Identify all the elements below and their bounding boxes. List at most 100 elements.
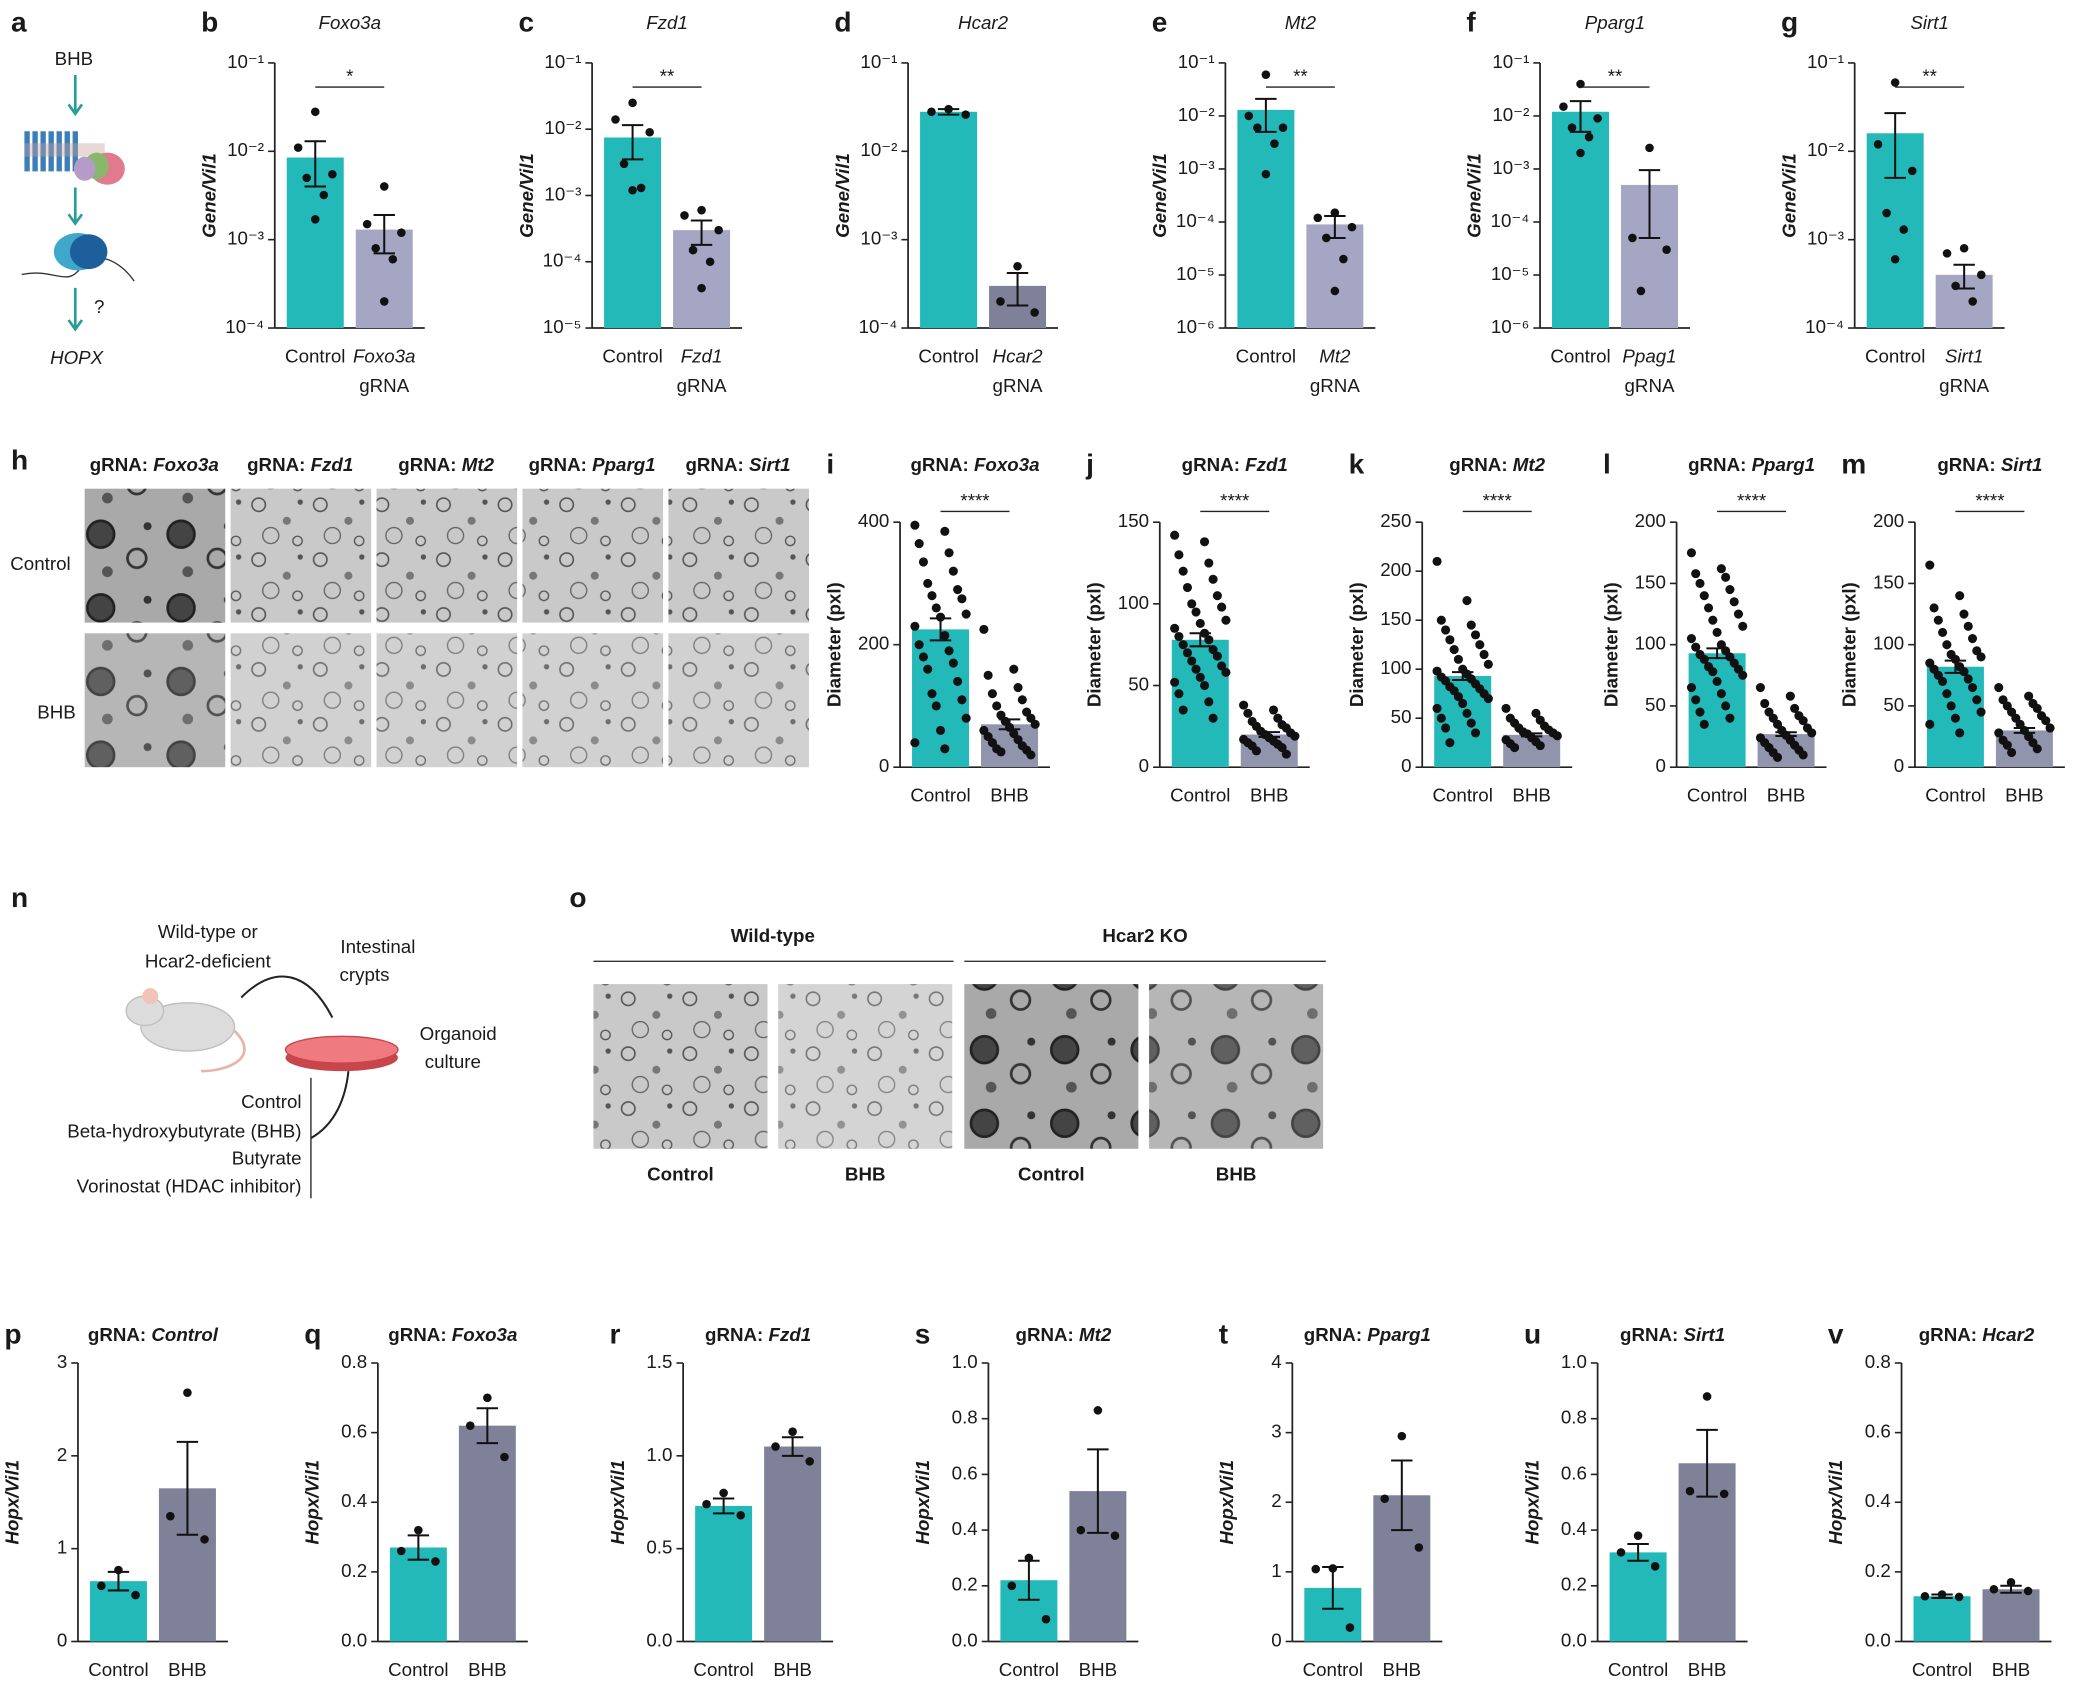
data-point: [2032, 703, 2042, 713]
y-axis-label: Hopx/Vil1: [607, 1460, 628, 1545]
panel-letter: g: [1781, 7, 1798, 38]
bar: [458, 1425, 516, 1642]
chart: e Mt2 Gene/Vil1 10⁻¹ 10⁻² 10⁻³ 10⁻⁴ 10⁻⁵ 10⁻⁶ Con…: [1149, 7, 1376, 396]
x-tick-label: BHB: [168, 1659, 207, 1680]
title-gene: Pparg1: [1367, 1324, 1431, 1345]
y-tick-label: 4: [1271, 1351, 1281, 1372]
arrow: [240, 975, 334, 1019]
organoid-image: [668, 488, 809, 623]
data-point: [1942, 249, 1952, 258]
y-tick-label: 100: [1380, 657, 1411, 678]
data-point: [940, 744, 950, 754]
x-tick-label: Control: [918, 345, 978, 366]
data-point: [944, 104, 953, 114]
significance-label: **: [1608, 66, 1623, 87]
data-point: [1191, 607, 1201, 617]
panel-letter: v: [1828, 1319, 1844, 1350]
data-point: [1445, 635, 1455, 645]
title-prefix: gRNA:: [388, 1324, 446, 1345]
data-point: [1950, 654, 1960, 664]
data-point: [918, 652, 928, 662]
panel-letter: t: [1219, 1319, 1229, 1350]
organoid-image: [522, 488, 664, 623]
x-tick-label: Sirt1: [1945, 345, 1984, 366]
header-gene: Mt2: [462, 454, 495, 475]
data-point: [319, 190, 329, 200]
organoid-image: [376, 633, 518, 768]
data-point: [628, 185, 637, 195]
data-point: [1716, 564, 1726, 574]
x-tick-label: Control: [999, 1659, 1059, 1680]
x-tick-label: gRNA: [1310, 375, 1360, 396]
x-tick-label: Control: [1303, 1659, 1363, 1680]
y-tick-label: 10⁻⁴: [543, 250, 582, 271]
title-gene: Foxo3a: [974, 454, 1040, 475]
data-point: [1453, 654, 1463, 664]
data-point: [1959, 609, 1969, 619]
y-axis-label: Hopx/Vil1: [1521, 1460, 1542, 1545]
data-point: [1013, 683, 1023, 693]
row-label: Control: [10, 553, 70, 574]
error-bar: [373, 214, 395, 255]
y-tick-label: 10⁻²: [860, 139, 897, 160]
y-tick-label: 0.8: [1561, 1407, 1587, 1428]
data-point: [987, 689, 997, 699]
data-point: [1685, 1486, 1695, 1496]
y-tick-label: 0.6: [1865, 1421, 1891, 1442]
panel-letter: m: [1841, 448, 1866, 479]
data-point: [379, 182, 389, 191]
data-point: [1414, 1543, 1424, 1552]
y-tick-label: 0.2: [341, 1560, 367, 1581]
y-tick-label: 10⁻¹: [1178, 51, 1215, 72]
chart: m gRNA: Sirt1 Diameter (pxl) 0 50 100 150 200 Co…: [1839, 448, 2065, 806]
column-header: gRNA: Foxo3a: [90, 454, 219, 475]
organoid-image: [522, 633, 664, 768]
chart-title: gRNA: Foxo3a: [910, 454, 1039, 475]
data-point: [697, 205, 706, 215]
data-point: [1195, 618, 1205, 628]
data-point: [2007, 747, 2017, 758]
y-axis-label: Hopx/Vil1: [302, 1460, 323, 1545]
title-gene: Mt2: [1513, 454, 1546, 475]
data-point: [1195, 672, 1205, 682]
organoid-image: [230, 633, 372, 768]
data-point: [1345, 1623, 1355, 1632]
header-gene: Fzd1: [311, 454, 354, 475]
data-point: [961, 609, 971, 619]
data-point: [1026, 750, 1036, 760]
y-tick-label: 10⁻¹: [544, 51, 581, 72]
data-point: [1954, 1592, 1964, 1602]
y-tick-label: 0: [1401, 755, 1411, 776]
x-tick-label: Control: [1687, 785, 1747, 806]
data-point: [1076, 1525, 1086, 1535]
y-tick-label: 10⁻¹: [860, 51, 897, 72]
data-point: [2032, 744, 2042, 754]
x-tick-label: BHB: [468, 1659, 507, 1680]
data-point: [1462, 596, 1472, 606]
data-point: [1093, 1406, 1103, 1415]
data-point: [1719, 1489, 1729, 1499]
data-point: [1204, 558, 1214, 568]
chart-title: gRNA: Mt2: [1016, 1324, 1112, 1345]
arrow: [67, 74, 84, 117]
y-axis-label: Hopx/Vil1: [912, 1460, 933, 1545]
data-point: [1479, 649, 1489, 660]
organoid-image: [593, 984, 768, 1149]
error-bar: [1627, 1543, 1649, 1562]
error-bar: [781, 1436, 804, 1457]
chart-title: gRNA: Control: [88, 1324, 219, 1345]
chart: p gRNA: Control Hopx/Vil1 0 1 2 3 Control BHB: [2, 1319, 228, 1680]
y-tick-label: 3: [1271, 1421, 1281, 1442]
y-tick-label: 250: [1380, 510, 1411, 531]
x-tick-label: Ppag1: [1622, 345, 1676, 366]
chart: q gRNA: Foxo3a Hopx/Vil1 0.0 0.2 0.4 0.6 0.8 Con…: [302, 1319, 528, 1680]
header-prefix: gRNA:: [685, 454, 743, 475]
data-point: [1466, 620, 1476, 630]
data-point: [1208, 713, 1218, 723]
organoid-image: [84, 488, 226, 623]
header-prefix: gRNA:: [247, 454, 305, 475]
data-point: [1174, 631, 1184, 642]
chart-title: gRNA: Foxo3a: [388, 1324, 517, 1345]
y-tick-label: 0.0: [341, 1629, 367, 1650]
data-point: [1925, 719, 1935, 729]
